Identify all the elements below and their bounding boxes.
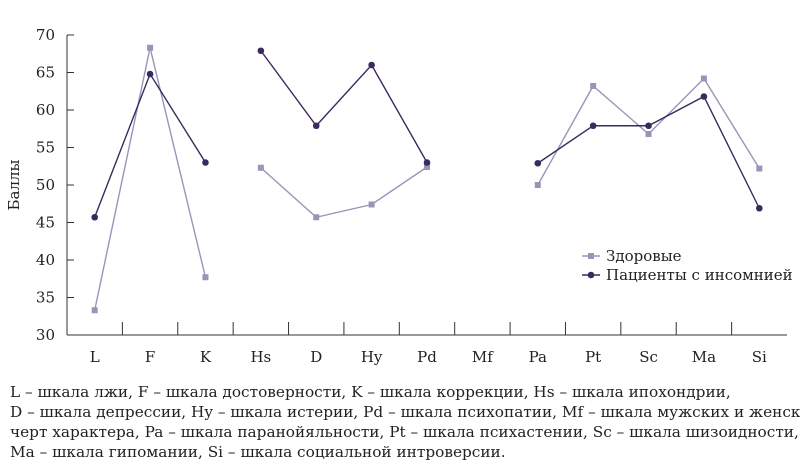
legend-label-1: Здоровые [606,247,682,265]
x-tick-label: Mf [472,348,494,366]
data-point-square [700,75,707,82]
data-point-square [590,83,597,89]
data-point-circle [534,159,542,167]
data-point-circle [146,70,154,78]
data-point-circle [202,159,209,166]
series-markers [91,44,763,314]
series-line-1 [260,166,428,219]
legend-label-2: Пациенты с инсомнией [606,266,793,284]
y-tick-label: 45 [36,214,55,232]
x-tick-label: D [310,348,322,366]
data-point-circle [589,122,597,130]
data-point-square [313,214,320,221]
mmpi-line-chart: 30 35 40 45 50 55 60 65 70 L F K Hs D Hy Pd Mf Pa Pt Sc Ma S… [5,26,793,366]
caption-line-3: черт характера, Pa – шкала паранойяльнос… [10,423,799,441]
data-point-circle [645,122,652,130]
data-point-circle [368,61,375,69]
y-tick-label: 60 [36,101,55,119]
x-tick-label: Pa [529,348,547,366]
y-axis-ticks: 30 35 40 45 50 55 60 65 70 [36,26,74,344]
data-point-square [91,307,98,314]
data-point-square [368,201,375,208]
data-point-circle [423,159,431,166]
y-tick-label: 55 [36,139,55,157]
y-tick-label: 30 [36,326,55,344]
data-point-circle [312,122,320,130]
series-line-2 [260,50,428,163]
data-point-circle [257,47,265,55]
x-tick-label: Hy [361,348,383,366]
chart-axes [66,35,787,336]
y-tick-label: 40 [36,251,55,269]
y-tick-label: 35 [36,289,55,307]
series-line-2 [94,72,207,218]
data-point-square [645,131,652,137]
y-tick-label: 50 [36,176,55,194]
data-point-square [147,44,154,51]
x-tick-label: Pt [585,348,601,366]
data-point-square [257,164,264,171]
y-tick-label: 70 [36,26,55,44]
y-axis-label: Баллы [5,159,23,210]
caption-line-1: L – шкала лжи, F – шкала достоверности, … [10,383,731,401]
legend-marker-square [588,253,594,259]
figure-caption: L – шкала лжи, F – шкала достоверности, … [10,382,800,462]
x-tick-label: Sc [639,348,658,366]
legend-marker-circle [587,271,595,279]
x-axis-ticks: L F K Hs D Hy Pd Mf Pa Pt Sc Ma Si [90,322,767,366]
y-tick-label: 65 [36,64,55,82]
data-point-circle [756,204,763,212]
series-line-1 [94,47,207,311]
x-tick-label: Hs [250,348,271,366]
data-point-circle [91,213,98,221]
x-tick-label: Pd [417,348,437,366]
x-tick-label: Si [752,348,767,366]
data-point-square [756,165,763,172]
x-tick-label: K [200,348,212,366]
x-tick-label: L [90,348,100,366]
x-tick-label: F [145,348,155,366]
data-point-circle [700,93,708,100]
x-tick-label: Ma [692,348,716,366]
data-point-square [202,274,209,281]
caption-line-2: D – шкала депрессии, Hy – шкала истерии,… [10,403,800,421]
data-point-square [534,182,541,188]
data-point-square [424,164,430,170]
caption-line-4: Ma – шкала гипомании, Si – шкала социаль… [10,443,506,461]
